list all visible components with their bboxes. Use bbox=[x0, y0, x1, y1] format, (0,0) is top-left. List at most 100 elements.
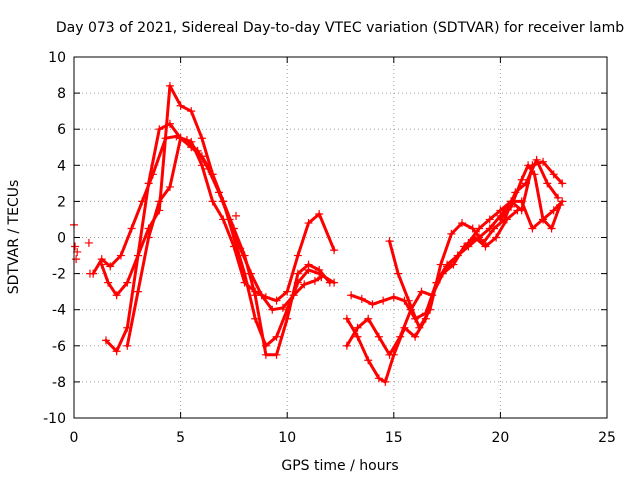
data-point bbox=[176, 101, 185, 110]
data-point bbox=[106, 262, 115, 271]
x-tick-label: 25 bbox=[598, 430, 616, 446]
data-point bbox=[272, 332, 281, 341]
data-point bbox=[485, 215, 494, 224]
data-point bbox=[325, 278, 334, 287]
series-track-d bbox=[97, 81, 334, 359]
y-tick-label: 2 bbox=[57, 194, 66, 210]
data-point bbox=[84, 238, 93, 247]
data-point bbox=[496, 206, 505, 215]
series-track-i bbox=[496, 161, 565, 233]
data-point bbox=[342, 314, 351, 323]
data-point bbox=[272, 296, 281, 305]
data-point bbox=[112, 291, 121, 300]
data-point bbox=[304, 219, 313, 228]
data-point bbox=[364, 314, 373, 323]
data-point bbox=[165, 182, 174, 191]
data-point bbox=[272, 350, 281, 359]
data-point bbox=[73, 247, 82, 256]
data-point bbox=[453, 251, 462, 260]
data-point bbox=[558, 179, 567, 188]
y-tick-label: 0 bbox=[57, 231, 66, 247]
data-point bbox=[104, 278, 113, 287]
data-point bbox=[417, 287, 426, 296]
data-point bbox=[517, 197, 526, 206]
data-point bbox=[549, 170, 558, 179]
series-track-h bbox=[347, 197, 567, 323]
data-point bbox=[123, 278, 132, 287]
data-point bbox=[368, 300, 377, 309]
data-point bbox=[347, 291, 356, 300]
data-point bbox=[240, 278, 249, 287]
y-tick-label: -6 bbox=[52, 339, 66, 355]
x-tick-label: 0 bbox=[70, 430, 79, 446]
data-point bbox=[155, 206, 164, 215]
data-point bbox=[208, 170, 217, 179]
series-layer bbox=[70, 81, 567, 386]
data-point bbox=[144, 179, 153, 188]
data-point bbox=[229, 224, 238, 233]
data-point bbox=[229, 242, 238, 251]
data-point bbox=[364, 356, 373, 365]
data-point bbox=[197, 161, 206, 170]
data-point bbox=[411, 314, 420, 323]
data-point bbox=[219, 197, 228, 206]
data-point bbox=[490, 224, 499, 233]
data-point bbox=[101, 336, 110, 345]
y-tick-label: -4 bbox=[52, 303, 66, 319]
data-point bbox=[521, 179, 530, 188]
data-point bbox=[539, 157, 548, 166]
data-point bbox=[123, 341, 132, 350]
data-point bbox=[496, 215, 505, 224]
data-point bbox=[165, 81, 174, 90]
data-point bbox=[524, 161, 533, 170]
data-point bbox=[155, 125, 164, 134]
data-point bbox=[475, 224, 484, 233]
data-point bbox=[415, 323, 424, 332]
data-point bbox=[458, 219, 467, 228]
series-track-e bbox=[342, 157, 567, 386]
series-line bbox=[125, 136, 336, 348]
data-point bbox=[381, 377, 390, 386]
data-point bbox=[187, 137, 196, 146]
data-point bbox=[436, 260, 445, 269]
data-point bbox=[530, 170, 539, 179]
data-point bbox=[187, 107, 196, 116]
data-point bbox=[528, 224, 537, 233]
y-tick-label: 6 bbox=[57, 122, 66, 138]
data-point bbox=[556, 201, 565, 210]
data-point bbox=[492, 233, 501, 242]
data-point bbox=[517, 175, 526, 184]
y-tick-label: 8 bbox=[57, 86, 66, 102]
data-point bbox=[396, 332, 405, 341]
data-point bbox=[261, 293, 270, 302]
data-point bbox=[278, 303, 287, 312]
y-axis-label: SDTVAR / TECUs bbox=[6, 180, 22, 295]
data-point bbox=[133, 251, 142, 260]
data-point bbox=[374, 374, 383, 383]
x-tick-label: 15 bbox=[385, 430, 403, 446]
data-point bbox=[379, 296, 388, 305]
data-point bbox=[539, 215, 548, 224]
data-point bbox=[127, 224, 136, 233]
series-line bbox=[498, 163, 562, 230]
data-point bbox=[394, 269, 403, 278]
data-point bbox=[532, 155, 541, 164]
y-tick-label: 4 bbox=[57, 158, 66, 174]
data-point bbox=[353, 323, 362, 332]
data-point bbox=[268, 305, 277, 314]
data-point bbox=[232, 211, 241, 220]
data-point bbox=[421, 309, 430, 318]
data-point bbox=[300, 280, 309, 289]
data-point bbox=[330, 246, 339, 255]
data-point bbox=[112, 347, 121, 356]
data-point bbox=[385, 237, 394, 246]
data-point bbox=[547, 224, 556, 233]
data-point bbox=[97, 260, 106, 269]
data-point bbox=[116, 251, 125, 260]
data-point bbox=[310, 276, 319, 285]
data-point bbox=[385, 350, 394, 359]
data-point bbox=[315, 210, 324, 219]
data-point bbox=[400, 296, 409, 305]
